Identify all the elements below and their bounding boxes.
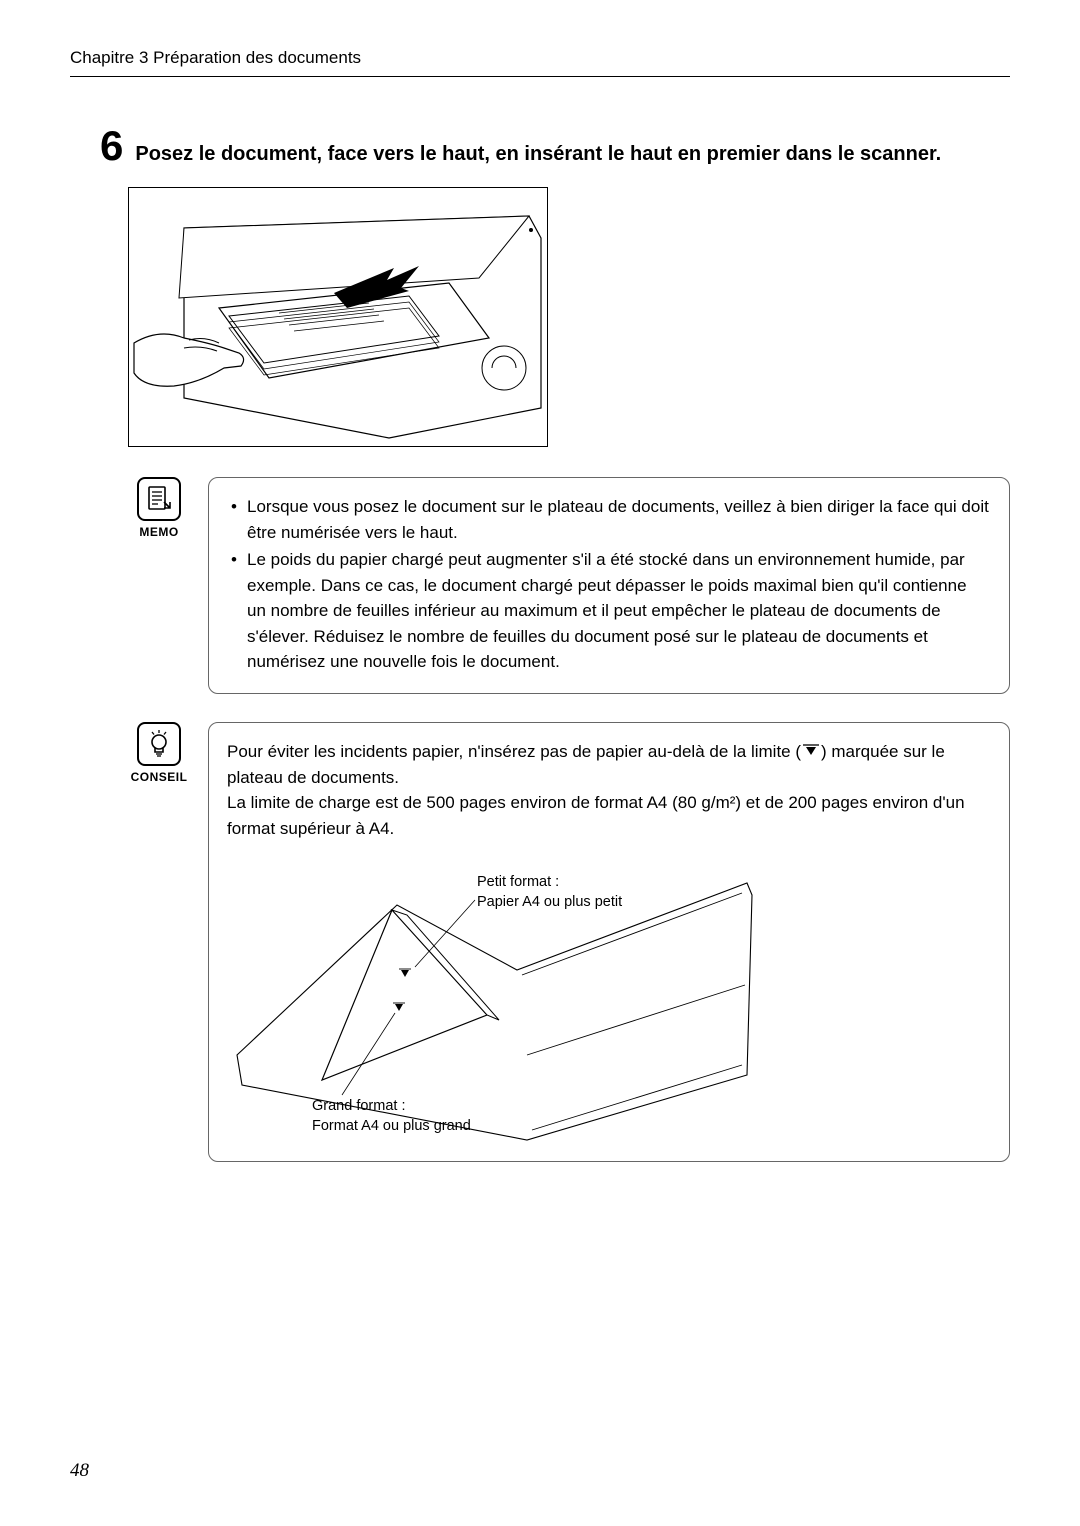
label-small-2: Papier A4 ou plus petit — [477, 894, 622, 910]
conseil-text-1: Pour éviter les incidents papier, n'insé… — [227, 739, 991, 791]
conseil-note: CONSEIL Pour éviter les incidents papier… — [128, 722, 1010, 1163]
memo-note: MEMO Lorsque vous posez le document sur … — [128, 477, 1010, 694]
memo-icon-column: MEMO — [128, 477, 190, 539]
step-block: 6 Posez le document, face vers le haut, … — [100, 125, 1010, 1162]
page-number: 48 — [70, 1460, 89, 1482]
conseil-icon-column: CONSEIL — [128, 722, 190, 784]
page: Chapitre 3 Préparation des documents 6 P… — [0, 0, 1080, 1526]
memo-item: Lorsque vous posez le document sur le pl… — [229, 494, 989, 545]
document-icon — [144, 484, 174, 514]
scanner-insert-illustration — [128, 187, 548, 447]
conseil-label: CONSEIL — [128, 770, 190, 784]
scanner-svg — [129, 188, 548, 447]
conseil-text-2: La limite de charge est de 500 pages env… — [227, 790, 991, 841]
diagram-label-small: Petit format : Papier A4 ou plus petit — [477, 873, 622, 912]
step-title: Posez le document, face vers le haut, en… — [135, 140, 941, 169]
chapter-header: Chapitre 3 Préparation des documents — [70, 48, 1010, 77]
step-number: 6 — [100, 125, 123, 167]
memo-list: Lorsque vous posez le document sur le pl… — [229, 494, 989, 675]
memo-item: Le poids du papier chargé peut augmenter… — [229, 547, 989, 675]
paper-limit-illustration: Petit format : Papier A4 ou plus petit G… — [227, 855, 757, 1145]
step-heading: 6 Posez le document, face vers le haut, … — [100, 125, 1010, 169]
memo-box: Lorsque vous posez le document sur le pl… — [208, 477, 1010, 694]
limit-marker-icon — [801, 739, 821, 765]
conseil-before: Pour éviter les incidents papier, n'insé… — [227, 742, 801, 761]
conseil-box: Pour éviter les incidents papier, n'insé… — [208, 722, 1010, 1163]
label-large-2: Format A4 ou plus grand — [312, 1118, 471, 1134]
lightbulb-icon — [144, 729, 174, 759]
diagram-label-large: Grand format : Format A4 ou plus grand — [312, 1097, 471, 1136]
label-large-1: Grand format : — [312, 1098, 405, 1114]
label-small-1: Petit format : — [477, 874, 559, 890]
conseil-icon — [137, 722, 181, 766]
memo-icon — [137, 477, 181, 521]
memo-label: MEMO — [128, 525, 190, 539]
